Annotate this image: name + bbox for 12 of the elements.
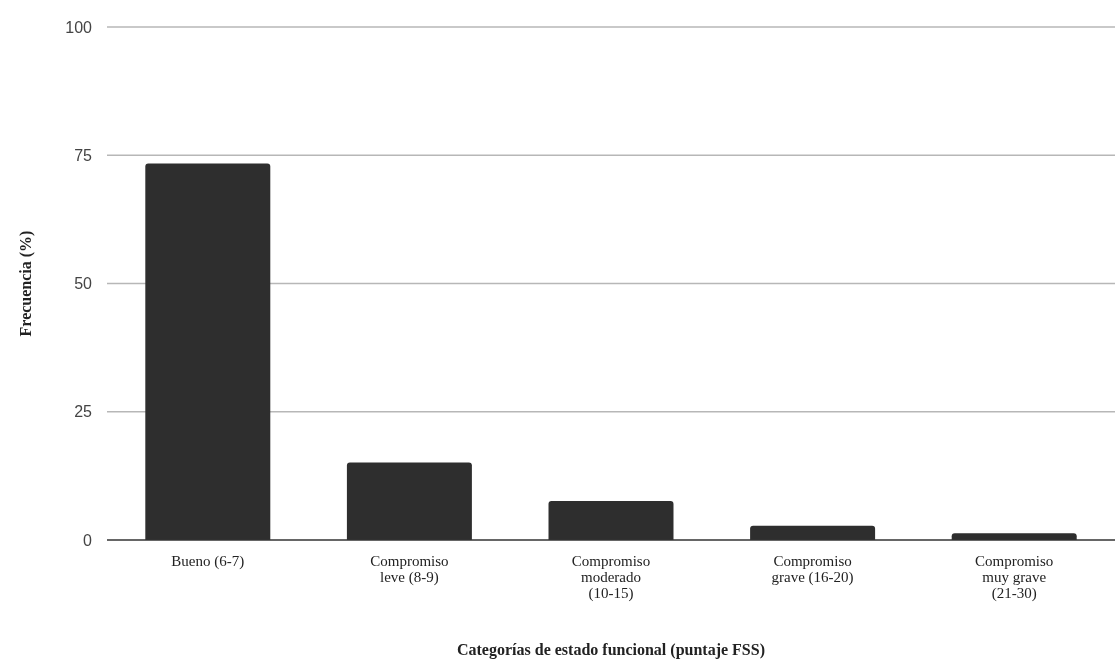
x-tick-label: Compromiso grave (16-20) xyxy=(771,553,854,586)
x-axis-title: Categorías de estado funcional (puntaje FSS) xyxy=(456,641,766,659)
y-tick-label: 0 xyxy=(83,531,93,549)
x-tick-label: Compromiso leve (8-9) xyxy=(370,553,449,586)
y-tick-label: 100 xyxy=(65,18,93,36)
x-tick-label: Compromiso muy grave (21-30) xyxy=(975,553,1054,602)
x-tick-label: Bueno (6-7) xyxy=(171,553,245,570)
y-tick-label: 25 xyxy=(74,403,93,421)
y-tick-label: 50 xyxy=(74,275,93,293)
y-axis-title: Frecuencia (%) xyxy=(17,230,35,337)
y-tick-label: 75 xyxy=(74,146,93,164)
x-tick-label: Compromiso moderado (10-15) xyxy=(571,553,651,602)
